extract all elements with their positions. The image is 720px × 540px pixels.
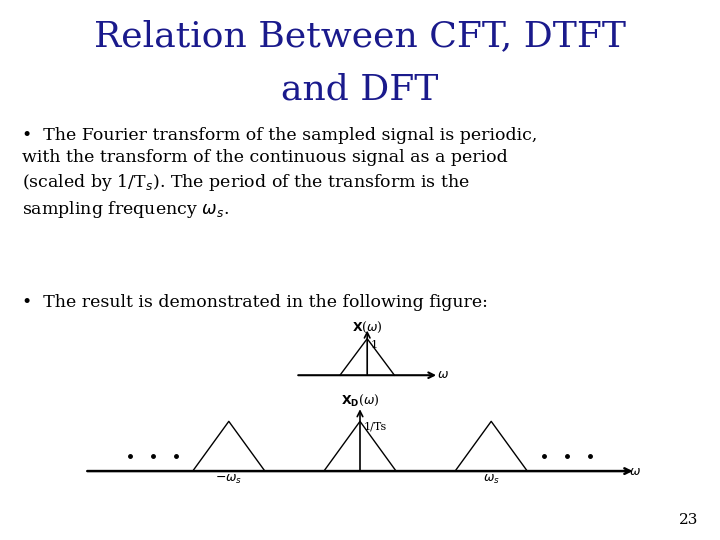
Text: $-\omega_s$: $-\omega_s$ [215, 473, 243, 486]
Text: $\omega_s$: $\omega_s$ [483, 473, 500, 486]
Text: 1: 1 [370, 340, 377, 350]
Text: $\omega$: $\omega$ [629, 465, 641, 478]
Text: •  The result is demonstrated in the following figure:: • The result is demonstrated in the foll… [22, 294, 487, 311]
Text: •  The Fourier transform of the sampled signal is periodic,
with the transform o: • The Fourier transform of the sampled s… [22, 127, 537, 220]
Text: 1/Ts: 1/Ts [364, 421, 387, 431]
Text: $\mathbf{X}$($\omega$): $\mathbf{X}$($\omega$) [352, 320, 382, 335]
Text: $\mathbf{X_D}$($\omega$): $\mathbf{X_D}$($\omega$) [341, 393, 379, 408]
Text: and DFT: and DFT [282, 73, 438, 107]
Text: $\omega$: $\omega$ [438, 368, 449, 381]
Text: 23: 23 [679, 512, 698, 526]
Text: Relation Between CFT, DTFT: Relation Between CFT, DTFT [94, 19, 626, 53]
